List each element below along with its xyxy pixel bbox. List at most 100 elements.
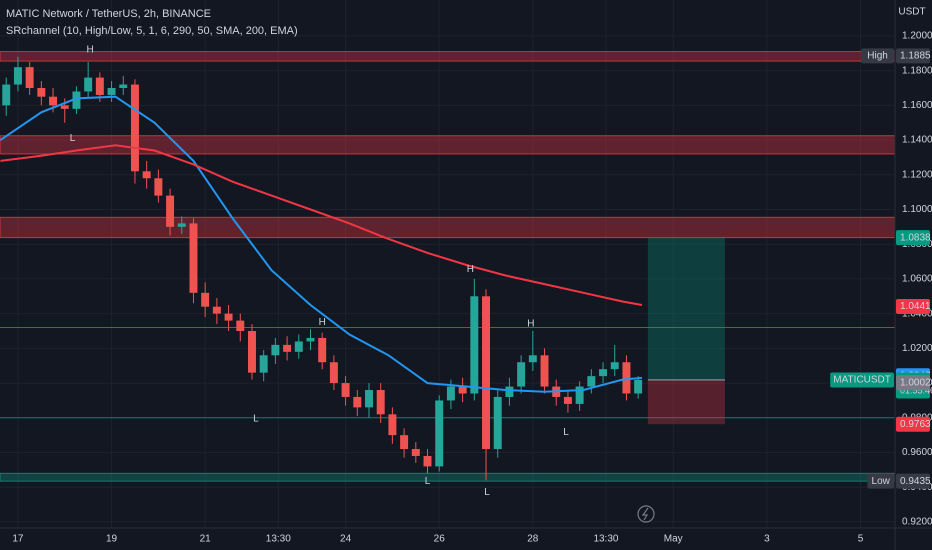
sr-zone <box>0 51 896 62</box>
candle-body <box>224 313 233 321</box>
candle-body <box>446 386 455 401</box>
candle-body <box>435 400 444 467</box>
candle-body <box>505 386 514 397</box>
candle-body <box>166 195 175 227</box>
x-tick-label: 21 <box>200 534 212 545</box>
candle-body <box>353 396 362 408</box>
candle-body <box>423 455 432 467</box>
candle-body <box>622 362 631 394</box>
x-tick-label: 26 <box>434 534 446 545</box>
position-target <box>647 237 725 380</box>
candle-body <box>248 330 256 373</box>
price-tag <box>896 416 930 432</box>
candle-body <box>411 449 420 456</box>
candle-body <box>610 362 619 370</box>
price-tag-value: 0.9763 <box>900 419 931 430</box>
x-tick-label: 13:30 <box>593 534 618 545</box>
candle-body <box>25 67 34 88</box>
position-stop <box>647 379 725 425</box>
pivot-label: L <box>70 133 76 144</box>
price-tag-value: 0.9435 <box>900 476 931 487</box>
candle-body <box>142 171 151 179</box>
pivot-label: H <box>319 317 326 328</box>
sr-zone <box>0 216 896 239</box>
plot: H L L H L H L H L <box>0 44 643 498</box>
candle-body <box>294 341 303 352</box>
candle-body <box>13 67 22 85</box>
icon-circle[interactable] <box>637 505 655 523</box>
y-tick-label: 1.0200 <box>902 343 932 354</box>
replay-icon[interactable] <box>637 505 655 523</box>
y-tick-label: 1.2000 <box>902 31 932 42</box>
x-tick-label: 28 <box>527 534 539 545</box>
pivot-label: L <box>425 476 431 487</box>
currency-label: USDT <box>898 7 925 18</box>
candle-body <box>236 320 245 331</box>
price-tag <box>896 230 930 246</box>
y-tick-label: 1.1000 <box>902 204 932 215</box>
candle-body <box>259 355 268 373</box>
candle-body <box>517 362 526 387</box>
price-tag-value: 1.1885 <box>900 51 931 62</box>
candle-body <box>470 296 479 394</box>
x-tick-label: 5 <box>858 534 864 545</box>
candle-body <box>271 344 280 356</box>
price-tag <box>896 48 930 64</box>
indicator-label: SRchannel (10, High/Low, 5, 1, 6, 290, 5… <box>6 25 298 37</box>
y-tick-label: 1.1600 <box>902 100 932 111</box>
y-tick-label: 1.1400 <box>902 135 932 146</box>
pivot-label: H <box>527 319 534 330</box>
candle-body <box>60 105 69 109</box>
candle-body <box>201 292 210 307</box>
price-tag-name-box <box>830 372 894 388</box>
candle-body <box>458 386 467 394</box>
candle-body <box>634 379 643 394</box>
x-tick-label: 19 <box>106 534 118 545</box>
candle-body <box>37 88 46 97</box>
price-tag-value: 1.0838 <box>900 232 931 243</box>
pivot-label: L <box>563 427 569 438</box>
candle-body <box>482 296 490 450</box>
candle-body <box>329 362 338 384</box>
candle-body <box>154 178 163 196</box>
candle-body <box>575 386 584 404</box>
pivot-label: H <box>86 44 93 55</box>
y-tick-label: 1.1800 <box>902 65 932 76</box>
candle-body <box>318 337 327 363</box>
candle-body <box>376 390 385 415</box>
y-tick-label: 1.0600 <box>902 274 932 285</box>
candle-body <box>212 306 221 314</box>
price-tag <box>896 299 930 315</box>
price-tag-value: 1.0441 <box>900 301 931 312</box>
candle-body <box>130 84 139 172</box>
candle-body <box>95 77 104 95</box>
price-tag-name: High <box>867 51 888 62</box>
y-tick-label: 0.9200 <box>902 517 932 528</box>
chart-title: MATIC Network / TetherUS, 2h, BINANCE <box>6 8 211 20</box>
icon-bolt[interactable] <box>641 507 649 521</box>
price-tag-value: 1.0002 <box>900 377 931 388</box>
candle-body <box>306 337 315 342</box>
y-tick-label: 1.1200 <box>902 169 932 180</box>
candle-body <box>283 344 292 352</box>
y-tick-label: 0.9600 <box>902 447 932 458</box>
price-tag-name: Low <box>872 476 891 487</box>
candle-body <box>49 96 58 106</box>
candle-body <box>587 376 596 387</box>
candle-body <box>528 355 537 363</box>
price-tag <box>896 375 930 391</box>
candle-body <box>388 414 397 436</box>
moving-average <box>0 144 643 306</box>
candle-body <box>177 223 186 227</box>
pivot-label: L <box>484 487 490 498</box>
price-tag-name-box <box>867 473 894 489</box>
zones <box>0 51 896 482</box>
price-tag <box>896 473 930 489</box>
candle-body <box>563 396 572 404</box>
pivot-label: H <box>467 264 474 275</box>
candle-body <box>400 435 409 450</box>
pivot-label: L <box>253 413 259 424</box>
